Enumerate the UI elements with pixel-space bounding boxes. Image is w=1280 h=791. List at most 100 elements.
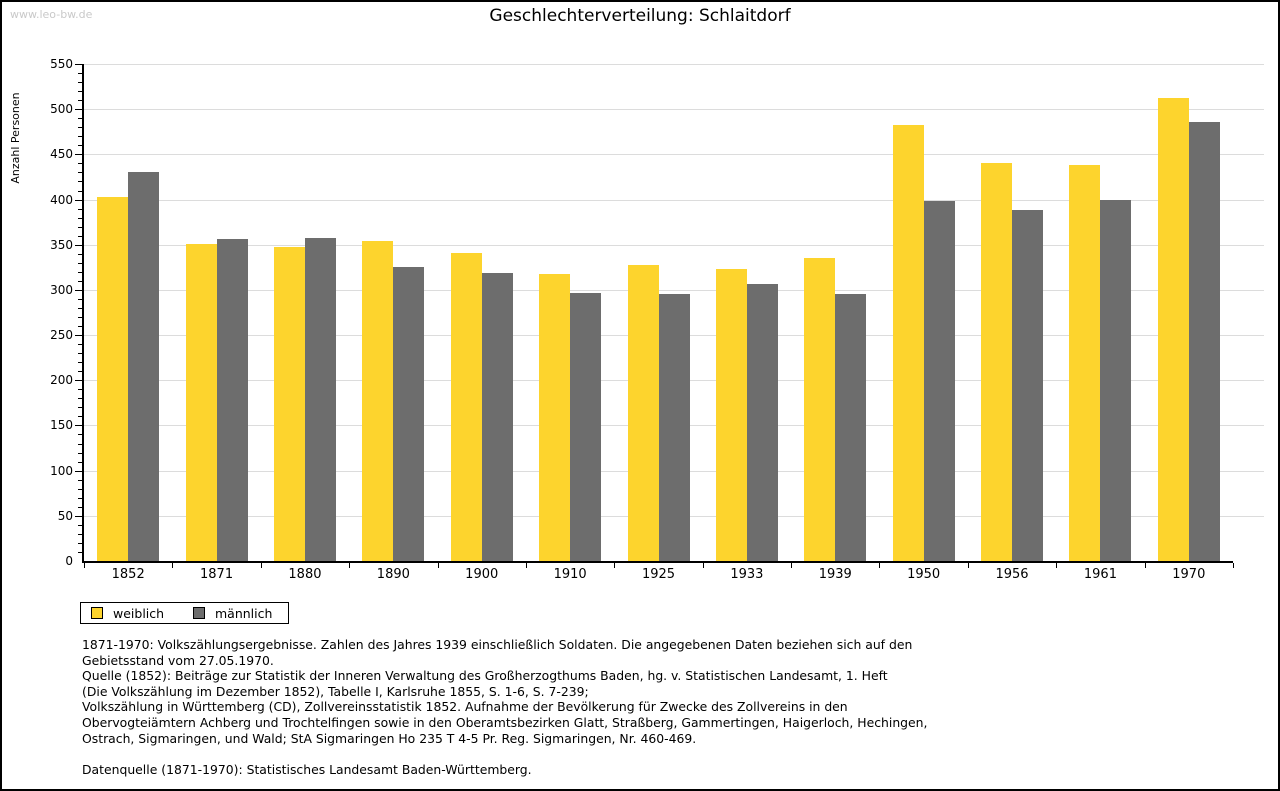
x-tick-label: 1890 [376, 567, 410, 582]
x-boundary-tick [1144, 563, 1146, 568]
y-tick-label: 250 [50, 328, 73, 343]
y-minor-tick [78, 434, 82, 436]
x-boundary-tick [614, 563, 616, 568]
x-boundary-tick [84, 563, 85, 568]
legend-swatch-männlich [193, 607, 205, 619]
y-minor-tick [78, 73, 82, 75]
bar-männlich-1852 [128, 172, 160, 561]
x-tick-label: 1956 [995, 567, 1029, 582]
footnotes: 1871-1970: Volkszählungsergebnisse. Zahl… [82, 637, 1212, 777]
x-tick-label: 1925 [641, 567, 676, 582]
y-major-tick [75, 289, 82, 291]
y-minor-tick [78, 497, 82, 499]
y-minor-tick [78, 91, 82, 93]
y-minor-tick [78, 226, 82, 228]
y-minor-tick [78, 326, 82, 328]
y-tick-label: 400 [50, 192, 73, 207]
y-major-tick [75, 335, 82, 337]
y-minor-tick [78, 181, 82, 183]
x-boundary-tick [879, 563, 881, 568]
x-boundary-tick [967, 563, 969, 568]
x-tick-label: 1880 [288, 567, 322, 582]
y-major-tick [75, 425, 82, 427]
footnote-line: 1871-1970: Volkszählungsergebnisse. Zahl… [82, 637, 913, 652]
bar-weiblich-1970 [1157, 98, 1189, 561]
y-minor-tick [78, 506, 82, 508]
bar-weiblich-1880 [273, 246, 305, 561]
bar-weiblich-1852 [97, 196, 129, 561]
y-major-tick [75, 199, 82, 201]
gridline [84, 154, 1264, 156]
y-minor-tick [78, 82, 82, 84]
x-tick-label: 1939 [818, 567, 852, 582]
y-tick-label: 50 [57, 508, 73, 523]
y-axis-title: Anzahl Personen [9, 92, 22, 184]
y-minor-tick [78, 118, 82, 120]
bar-männlich-1939 [835, 293, 867, 561]
y-minor-tick [78, 353, 82, 355]
x-tick-label: 1852 [111, 567, 145, 582]
chart-title: Geschlechterverteilung: Schlaitdorf [489, 6, 791, 26]
footnote-line [82, 746, 1212, 762]
y-tick-label: 0 [65, 554, 73, 568]
bar-weiblich-1956 [981, 163, 1013, 561]
y-minor-tick [78, 136, 82, 138]
bar-weiblich-1950 [892, 124, 924, 561]
gridline [84, 64, 1264, 65]
footnote-line: Volkszählung in Württemberg (CD), Zollve… [82, 699, 848, 715]
footnote-line: Quelle (1852): Beiträge zur Statistik de… [82, 668, 888, 684]
y-tick-label: 450 [50, 147, 73, 162]
footnote-line: Gebietsstand vom 27.05.1970. [82, 652, 274, 668]
bar-männlich-1956 [1012, 210, 1044, 561]
y-minor-tick [78, 208, 82, 210]
y-major-tick [75, 64, 82, 65]
x-tick-label: 1910 [553, 567, 587, 582]
watermark: www.leo-bw.de [10, 8, 93, 21]
bar-männlich-1900 [481, 272, 513, 561]
y-minor-tick [78, 371, 82, 373]
y-tick-label: 550 [50, 57, 73, 71]
bar-männlich-1871 [216, 239, 248, 561]
y-minor-tick [78, 253, 82, 255]
x-tick-label: 1933 [730, 567, 764, 582]
y-minor-tick [78, 298, 82, 300]
y-major-tick [75, 109, 82, 111]
x-tick-label: 1970 [1172, 567, 1206, 582]
x-tick-label: 1871 [200, 567, 234, 582]
y-minor-tick [78, 190, 82, 192]
bar-männlich-1910 [570, 292, 602, 561]
y-tick-label: 100 [50, 463, 73, 478]
y-major-tick [75, 515, 82, 517]
gridline [84, 109, 1264, 111]
y-minor-tick [78, 479, 82, 481]
x-boundary-tick [260, 563, 262, 568]
y-tick-label: 500 [50, 102, 73, 117]
x-boundary-tick [525, 563, 527, 568]
y-major-tick [75, 244, 82, 246]
x-tick-label: 1900 [465, 567, 499, 582]
y-minor-tick [78, 389, 82, 391]
y-minor-tick [78, 362, 82, 364]
bar-weiblich-1961 [1069, 165, 1101, 561]
x-tick-label: 1961 [1083, 567, 1117, 582]
bar-weiblich-1925 [627, 264, 659, 561]
y-minor-tick [78, 407, 82, 409]
legend-label: weiblich [113, 605, 165, 621]
y-minor-tick [78, 416, 82, 418]
bar-männlich-1925 [658, 294, 690, 561]
bar-männlich-1970 [1188, 121, 1220, 561]
bar-weiblich-1933 [715, 269, 747, 561]
x-boundary-tick [437, 563, 439, 568]
y-minor-tick [78, 307, 82, 309]
y-minor-tick [78, 163, 82, 165]
footnote-line: Ostrach, Sigmaringen, und Wald; StA Sigm… [82, 730, 697, 746]
bar-weiblich-1910 [539, 273, 571, 561]
bar-weiblich-1890 [362, 241, 394, 561]
y-major-tick [75, 154, 82, 156]
y-minor-tick [78, 145, 82, 147]
gridline [84, 244, 1264, 246]
y-minor-tick [78, 317, 82, 319]
gridline [84, 199, 1264, 201]
y-minor-tick [78, 533, 82, 535]
